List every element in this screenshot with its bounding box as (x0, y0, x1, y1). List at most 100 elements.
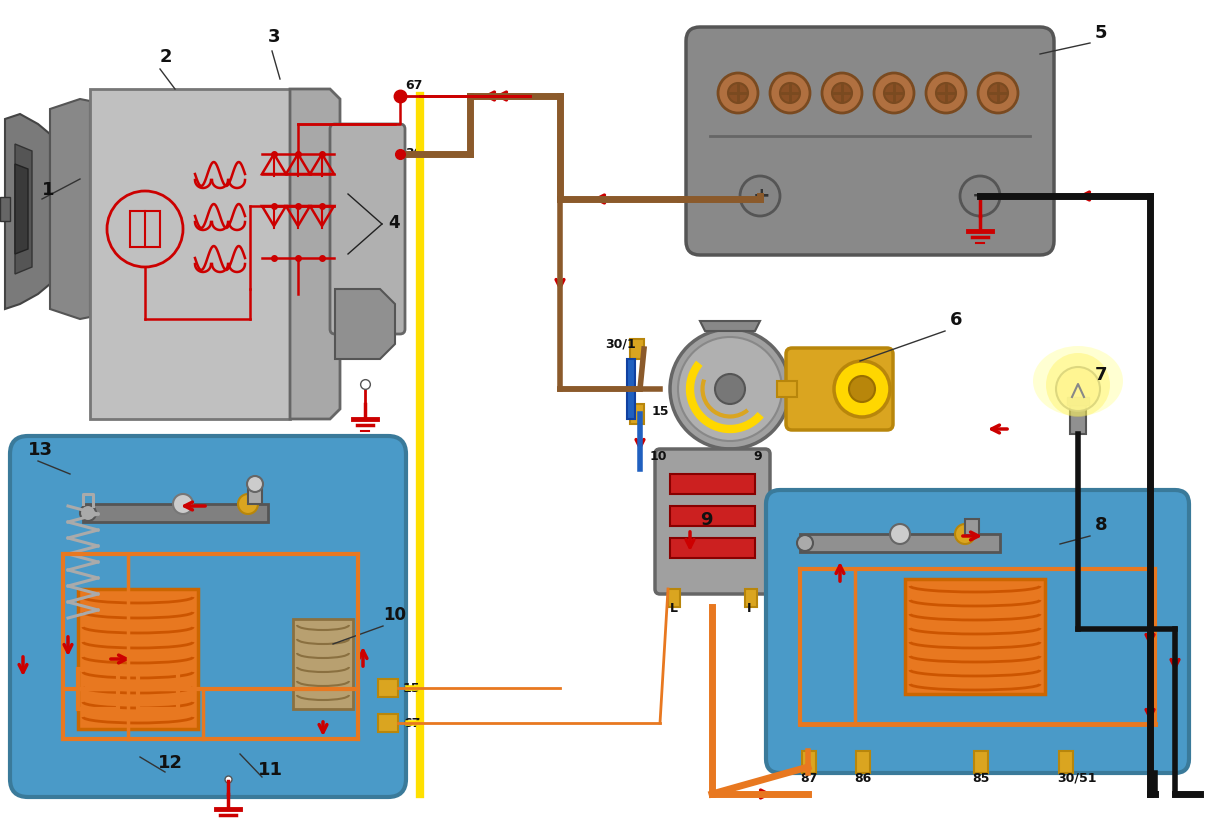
Text: 67: 67 (403, 716, 420, 729)
Bar (78, 669, 118, 709)
Circle shape (988, 84, 1009, 104)
Bar (667, 590, 680, 607)
Text: 15: 15 (652, 405, 670, 418)
Circle shape (797, 536, 812, 551)
Circle shape (926, 74, 966, 114)
Circle shape (890, 524, 910, 545)
Circle shape (935, 84, 956, 104)
Circle shape (80, 505, 96, 522)
Circle shape (717, 74, 758, 114)
Text: 86: 86 (854, 771, 871, 784)
Text: 2: 2 (160, 48, 173, 66)
Text: 30: 30 (406, 147, 423, 160)
Text: L: L (670, 601, 678, 614)
Polygon shape (15, 145, 32, 274)
Circle shape (960, 177, 1000, 217)
Text: 30/51: 30/51 (1057, 771, 1096, 784)
Bar (670, 538, 755, 559)
Bar (630, 405, 644, 424)
Text: 15: 15 (403, 681, 420, 695)
Circle shape (832, 84, 853, 104)
Bar (627, 360, 635, 419)
Polygon shape (335, 290, 395, 360)
Text: 9: 9 (700, 510, 713, 528)
Text: 10: 10 (382, 605, 406, 623)
Circle shape (715, 374, 745, 405)
Bar (1058, 751, 1073, 773)
FancyBboxPatch shape (655, 450, 770, 595)
Bar (801, 751, 816, 773)
Bar (130, 212, 160, 247)
Circle shape (247, 477, 263, 492)
Circle shape (849, 377, 875, 402)
Text: 30/1: 30/1 (605, 337, 636, 351)
Polygon shape (50, 100, 90, 319)
Circle shape (884, 84, 904, 104)
Text: +: + (753, 186, 771, 206)
Polygon shape (5, 115, 50, 310)
Text: 11: 11 (258, 760, 283, 778)
Circle shape (780, 84, 800, 104)
FancyBboxPatch shape (786, 349, 893, 431)
Circle shape (1056, 368, 1100, 411)
Bar (378, 714, 398, 732)
Text: 87: 87 (800, 771, 817, 784)
Circle shape (978, 74, 1018, 114)
Circle shape (834, 361, 890, 418)
Bar (670, 474, 755, 495)
Bar (905, 579, 1045, 695)
Text: 13: 13 (28, 441, 54, 459)
Circle shape (770, 74, 810, 114)
Bar (1069, 400, 1086, 434)
Text: I: I (747, 601, 752, 614)
Bar (856, 751, 870, 773)
Text: 8: 8 (1095, 515, 1107, 533)
Bar (974, 751, 988, 773)
Ellipse shape (1033, 346, 1123, 417)
Bar (248, 484, 262, 505)
Polygon shape (290, 90, 340, 419)
Circle shape (678, 337, 782, 441)
Bar (294, 619, 353, 709)
Circle shape (173, 495, 192, 514)
Bar (745, 590, 758, 607)
Bar (90, 90, 290, 419)
Circle shape (822, 74, 862, 114)
Text: 5: 5 (1095, 24, 1107, 42)
Bar (1067, 397, 1089, 405)
Text: 6: 6 (950, 310, 962, 328)
Text: 1: 1 (41, 181, 55, 199)
Text: 85: 85 (972, 771, 989, 784)
Text: 9: 9 (753, 450, 761, 463)
FancyBboxPatch shape (10, 437, 406, 797)
FancyBboxPatch shape (766, 491, 1189, 773)
Circle shape (741, 177, 780, 217)
FancyBboxPatch shape (686, 28, 1054, 256)
Bar (83, 505, 268, 523)
Text: 12: 12 (158, 753, 183, 771)
Text: 4: 4 (389, 214, 400, 232)
Text: 67: 67 (406, 79, 423, 92)
Circle shape (728, 84, 748, 104)
Circle shape (238, 495, 258, 514)
Bar (138, 669, 178, 709)
FancyBboxPatch shape (330, 124, 406, 335)
Bar (777, 382, 797, 397)
Bar (800, 534, 1000, 552)
Circle shape (955, 524, 974, 545)
Bar (78, 590, 199, 729)
Bar (0, 197, 10, 222)
Text: 7: 7 (1095, 365, 1107, 383)
Circle shape (1046, 354, 1110, 418)
Circle shape (875, 74, 914, 114)
Polygon shape (15, 165, 28, 255)
Text: −: − (972, 186, 989, 206)
Circle shape (670, 329, 790, 450)
Bar (378, 679, 398, 697)
Bar (965, 519, 979, 536)
Text: 10: 10 (650, 450, 667, 463)
Bar (670, 506, 755, 527)
Polygon shape (700, 322, 760, 332)
Text: 3: 3 (268, 28, 280, 46)
Bar (630, 340, 644, 360)
